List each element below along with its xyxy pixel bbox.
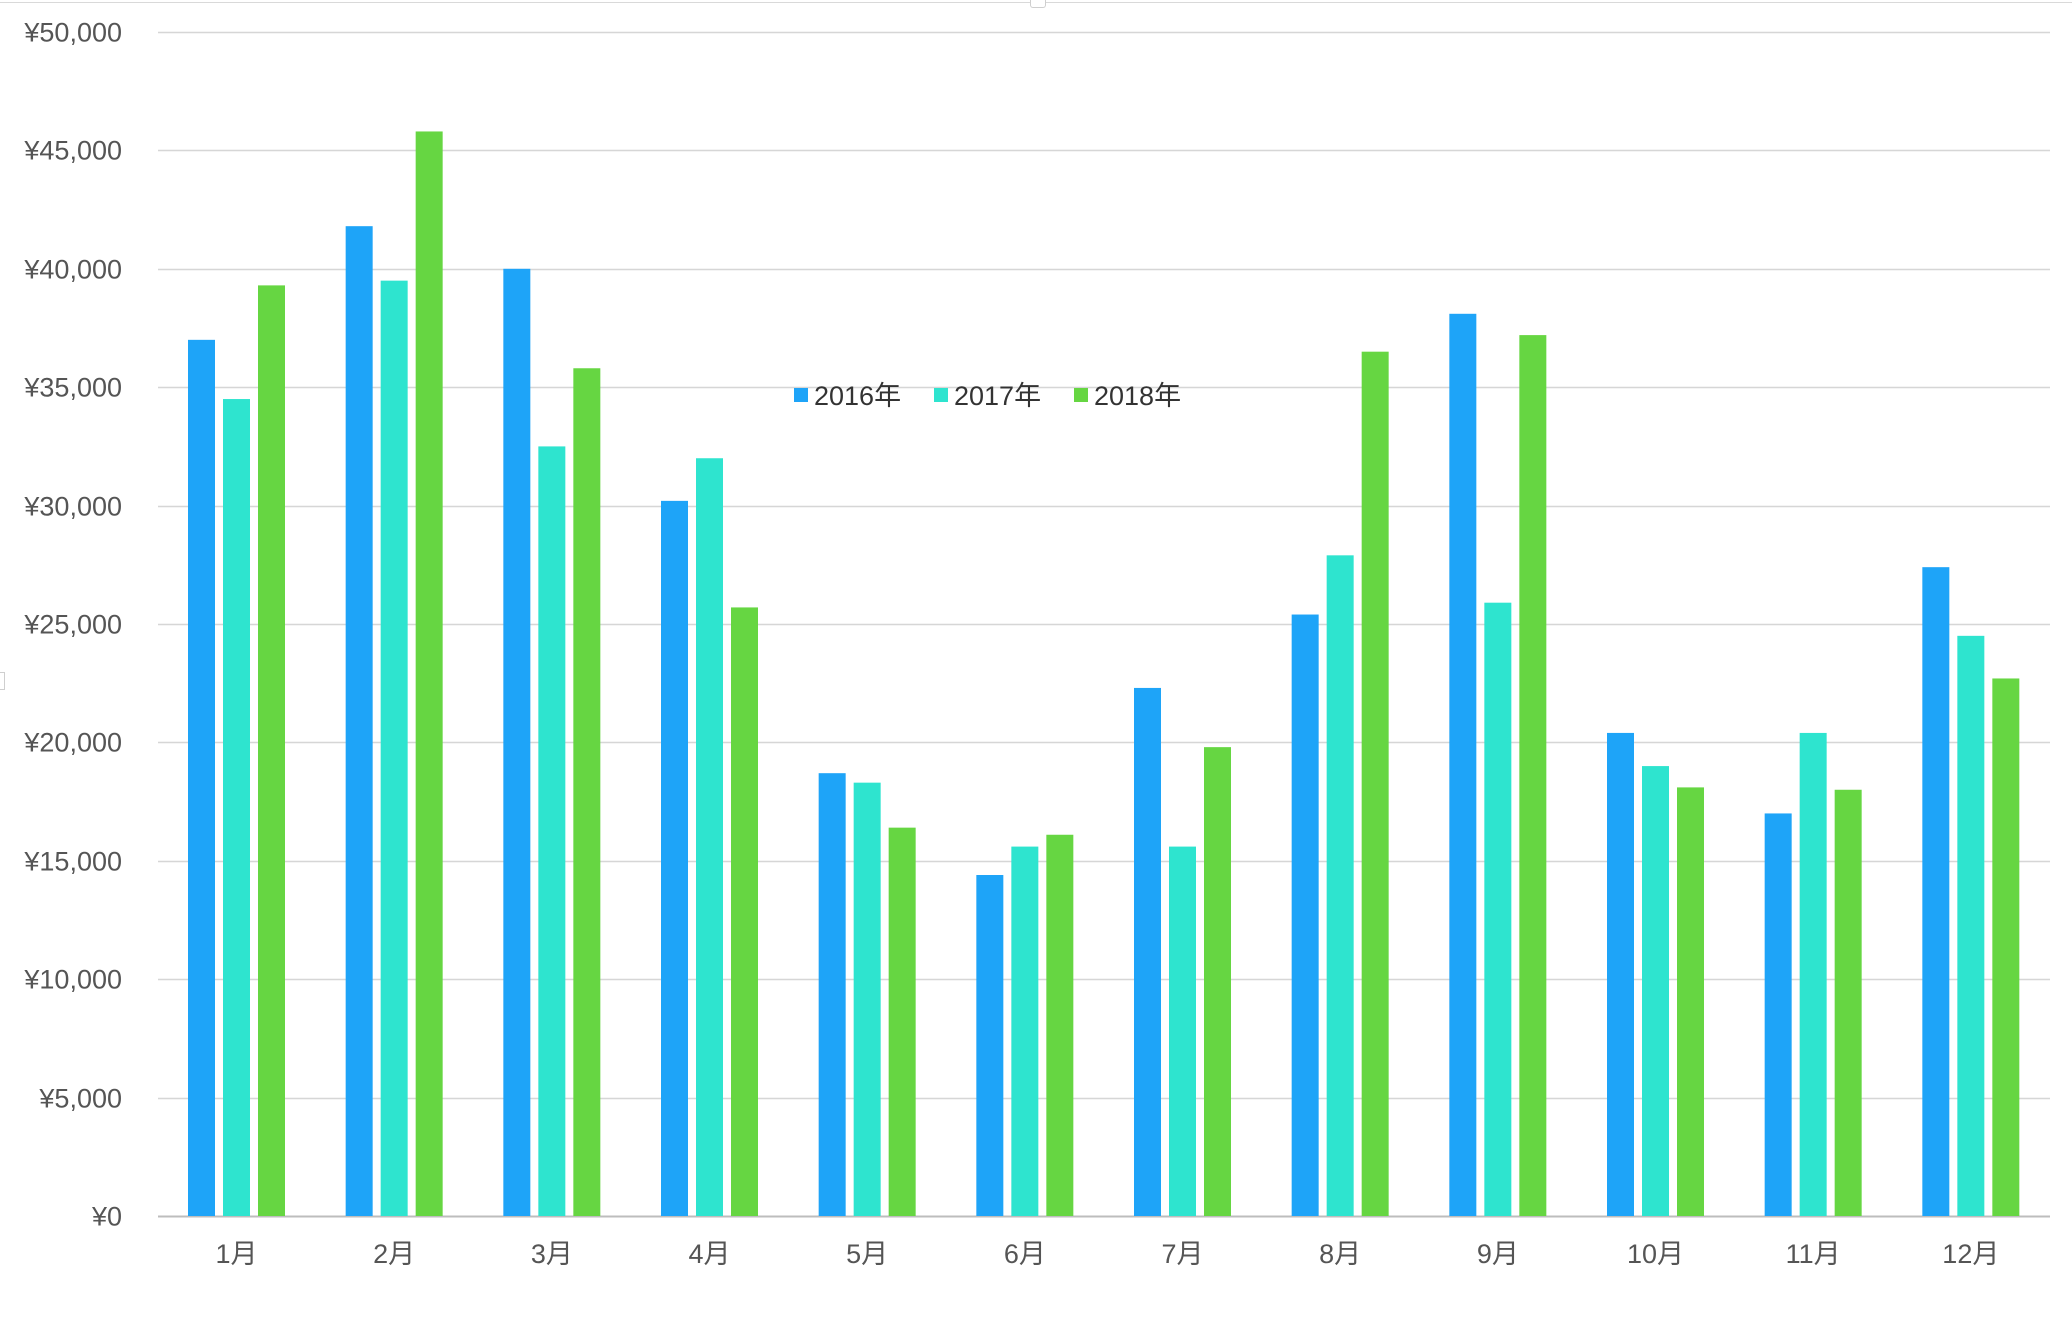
bar[interactable] (538, 446, 566, 1216)
bar[interactable] (573, 368, 601, 1217)
bar[interactable] (1957, 635, 1985, 1216)
bar[interactable] (853, 782, 881, 1216)
x-tick-label: 8月 (1319, 1239, 1361, 1269)
bar[interactable] (1046, 834, 1074, 1216)
bar[interactable] (1607, 732, 1634, 1216)
bar[interactable] (1134, 687, 1161, 1216)
bar[interactable] (1484, 602, 1512, 1216)
bar[interactable] (223, 399, 250, 1216)
y-tick-label: ¥25,000 (23, 610, 122, 640)
bar[interactable] (258, 285, 285, 1217)
x-tick-label: 3月 (531, 1239, 573, 1269)
y-tick-label: ¥40,000 (23, 255, 122, 285)
bar[interactable] (976, 875, 1004, 1216)
bar[interactable] (1449, 313, 1477, 1216)
bar[interactable] (731, 607, 758, 1216)
gridlines (158, 31, 2050, 1218)
x-tick-label: 4月 (688, 1239, 730, 1269)
x-tick-label: 6月 (1004, 1239, 1046, 1269)
bar[interactable] (1204, 747, 1231, 1216)
x-axis: 1月 2月 3月 4月 5月 6月 7月 8月 9月 10月 11月 12月 (215, 1239, 1999, 1269)
bar[interactable] (696, 458, 723, 1216)
bar[interactable] (888, 827, 916, 1216)
resize-handle-left[interactable] (0, 672, 5, 690)
bar[interactable] (1677, 787, 1704, 1216)
y-tick-label: ¥5,000 (38, 1084, 122, 1114)
x-tick-label: 5月 (846, 1239, 888, 1269)
bar[interactable] (818, 773, 846, 1216)
bar[interactable] (1361, 351, 1389, 1216)
y-tick-label: ¥35,000 (23, 373, 122, 403)
legend-label[interactable]: 2016年 (814, 381, 901, 411)
legend-label[interactable]: 2018年 (1094, 381, 1181, 411)
x-tick-label: 9月 (1477, 1239, 1519, 1269)
y-tick-label: ¥15,000 (23, 847, 122, 877)
bar[interactable] (1834, 789, 1862, 1216)
bar[interactable] (1992, 678, 2020, 1216)
x-tick-label: 7月 (1161, 1239, 1203, 1269)
legend-swatch (1074, 388, 1088, 402)
x-tick-label: 11月 (1786, 1239, 1841, 1269)
bar[interactable] (345, 226, 373, 1216)
bar[interactable] (1326, 555, 1354, 1216)
bar[interactable] (380, 280, 408, 1216)
bar[interactable] (1519, 335, 1547, 1216)
y-axis: ¥0 ¥5,000 ¥10,000 ¥15,000 ¥20,000 ¥25,000 ¥30,… (23, 18, 122, 1232)
legend-swatch (934, 388, 948, 402)
bar[interactable] (503, 268, 531, 1216)
y-tick-label: ¥45,000 (23, 136, 122, 166)
x-tick-label: 1月 (215, 1239, 257, 1269)
bar[interactable] (1291, 614, 1319, 1216)
y-tick-label: ¥20,000 (23, 728, 122, 758)
x-tick-label: 10月 (1627, 1239, 1684, 1269)
bar[interactable] (1799, 732, 1827, 1216)
bar[interactable] (1922, 567, 1950, 1216)
y-tick-label: ¥50,000 (23, 18, 122, 48)
x-tick-label: 2月 (373, 1239, 415, 1269)
y-tick-label: ¥30,000 (23, 492, 122, 522)
resize-handle-top[interactable] (1030, 0, 1046, 8)
bars (188, 131, 2020, 1217)
bar[interactable] (188, 339, 215, 1217)
x-tick-label: 12月 (1942, 1239, 1999, 1269)
bar[interactable] (1169, 846, 1196, 1216)
bar[interactable] (661, 500, 688, 1216)
legend-swatch (794, 388, 808, 402)
y-tick-label: ¥10,000 (23, 965, 122, 995)
legend-label[interactable]: 2017年 (954, 381, 1041, 411)
bar[interactable] (1642, 766, 1669, 1216)
bar[interactable] (1764, 813, 1792, 1216)
y-tick-label: ¥0 (91, 1202, 122, 1232)
legend: 2016年 2017年 2018年 (794, 381, 1181, 411)
bar[interactable] (1011, 846, 1039, 1216)
bar[interactable] (415, 131, 443, 1216)
